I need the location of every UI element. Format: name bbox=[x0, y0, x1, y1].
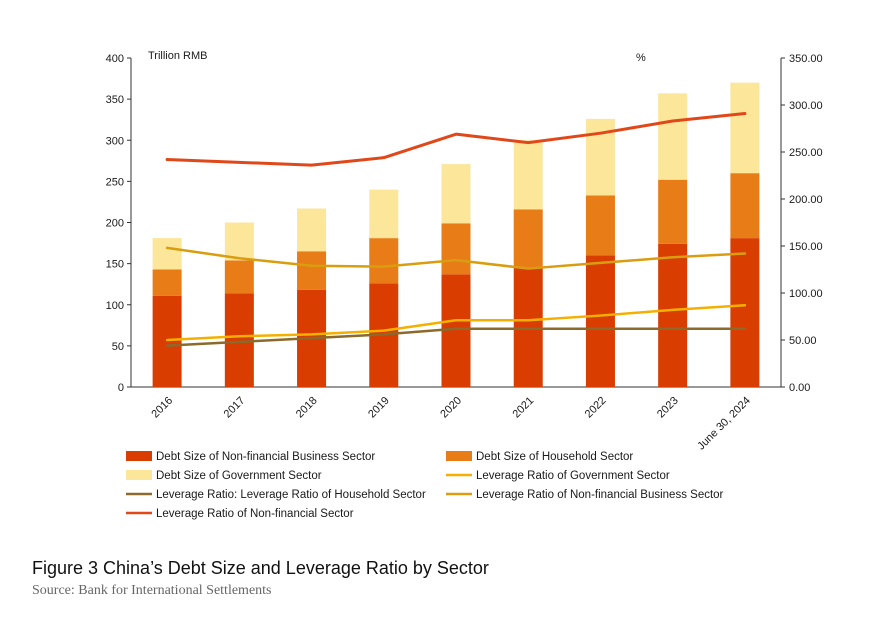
debt-leverage-chart: 0 50 100 150 200 250 300 350 400 0.00 50.00 100.00 1… bbox=[106, 50, 823, 520]
bar-nfb-8 bbox=[730, 238, 760, 387]
legend-label-gov: Debt Size of Government Sector bbox=[156, 470, 322, 482]
x-tick-label: 2020 bbox=[438, 395, 464, 421]
line-lev_nf bbox=[165, 111, 747, 167]
bar-nfb-0 bbox=[152, 295, 182, 387]
left-tick-label: 200 bbox=[106, 218, 124, 230]
legend-label-lev_nf: Leverage Ratio of Non-financial Sector bbox=[156, 508, 354, 520]
legend-label-lev_nfb: Leverage Ratio of Non-financial Business… bbox=[476, 489, 724, 501]
right-tick-label: 250.00 bbox=[789, 147, 823, 159]
right-tick-label: 0.00 bbox=[789, 382, 810, 394]
legend-swatch-hh bbox=[446, 451, 472, 461]
line-lev_gov bbox=[165, 303, 747, 342]
bar-gov-4 bbox=[441, 164, 471, 224]
x-tick-label: June 30, 2024 bbox=[695, 395, 753, 453]
legend-swatch-gov bbox=[126, 470, 152, 480]
bar-hh-4 bbox=[441, 223, 471, 275]
right-tick-label: 150.00 bbox=[789, 241, 823, 253]
left-tick-label: 350 bbox=[106, 94, 124, 106]
bar-hh-2 bbox=[297, 251, 327, 290]
bar-gov-3 bbox=[369, 189, 399, 239]
legend-label-lev_hh: Leverage Ratio: Leverage Ratio of Househ… bbox=[156, 489, 426, 501]
bar-gov-8 bbox=[730, 82, 760, 174]
bar-hh-7 bbox=[658, 179, 688, 244]
bar-hh-6 bbox=[585, 195, 615, 256]
right-axis-unit: % bbox=[636, 52, 646, 64]
bar-hh-0 bbox=[152, 269, 182, 296]
line-series bbox=[165, 111, 747, 347]
legend-label-nfb: Debt Size of Non-financial Business Sect… bbox=[156, 451, 375, 463]
right-tick-label: 300.00 bbox=[789, 100, 823, 112]
bar-gov-1 bbox=[224, 222, 254, 261]
bar-nfb-7 bbox=[658, 243, 688, 387]
bar-hh-5 bbox=[513, 209, 543, 268]
legend-swatch-nfb bbox=[126, 451, 152, 461]
x-tick-label: 2022 bbox=[583, 395, 609, 421]
x-tick-label: 2023 bbox=[655, 395, 681, 421]
bar-nfb-6 bbox=[585, 255, 615, 387]
left-tick-label: 300 bbox=[106, 135, 124, 147]
legend-label-lev_gov: Leverage Ratio of Government Sector bbox=[476, 470, 670, 482]
left-tick-label: 50 bbox=[112, 341, 124, 353]
x-tick-label: 2019 bbox=[366, 395, 392, 421]
left-tick-label: 400 bbox=[106, 53, 124, 65]
left-tick-label: 0 bbox=[118, 382, 124, 394]
bar-gov-7 bbox=[658, 93, 688, 180]
x-tick-label: 2017 bbox=[222, 395, 248, 421]
left-axis-unit: Trillion RMB bbox=[148, 50, 208, 62]
right-tick-label: 50.00 bbox=[789, 335, 817, 347]
x-tick-label: 2018 bbox=[294, 395, 320, 421]
left-tick-label: 100 bbox=[106, 300, 124, 312]
bar-nfb-5 bbox=[513, 267, 543, 387]
line-lev_nfb bbox=[165, 246, 747, 270]
right-tick-label: 350.00 bbox=[789, 53, 823, 65]
line-lev_hh bbox=[165, 327, 747, 347]
bar-hh-3 bbox=[369, 238, 399, 284]
right-tick-label: 100.00 bbox=[789, 288, 823, 300]
bar-gov-5 bbox=[513, 140, 543, 210]
left-tick-label: 150 bbox=[106, 259, 124, 271]
bar-nfb-1 bbox=[224, 293, 254, 387]
right-tick-label: 200.00 bbox=[789, 194, 823, 206]
legend-label-hh: Debt Size of Household Sector bbox=[476, 451, 633, 463]
bar-hh-8 bbox=[730, 173, 760, 239]
bar-series bbox=[152, 82, 760, 387]
bar-hh-1 bbox=[224, 260, 254, 294]
x-tick-label: 2021 bbox=[511, 395, 537, 421]
figure-title: Figure 3 China’s Debt Size and Leverage … bbox=[32, 558, 489, 578]
bar-gov-0 bbox=[152, 238, 182, 270]
legend: Debt Size of Non-financial Business Sect… bbox=[126, 451, 724, 520]
figure-source: Source: Bank for International Settlemen… bbox=[32, 583, 272, 598]
x-tick-label: 2016 bbox=[149, 395, 175, 421]
bar-gov-2 bbox=[297, 208, 327, 252]
left-tick-label: 250 bbox=[106, 176, 124, 188]
